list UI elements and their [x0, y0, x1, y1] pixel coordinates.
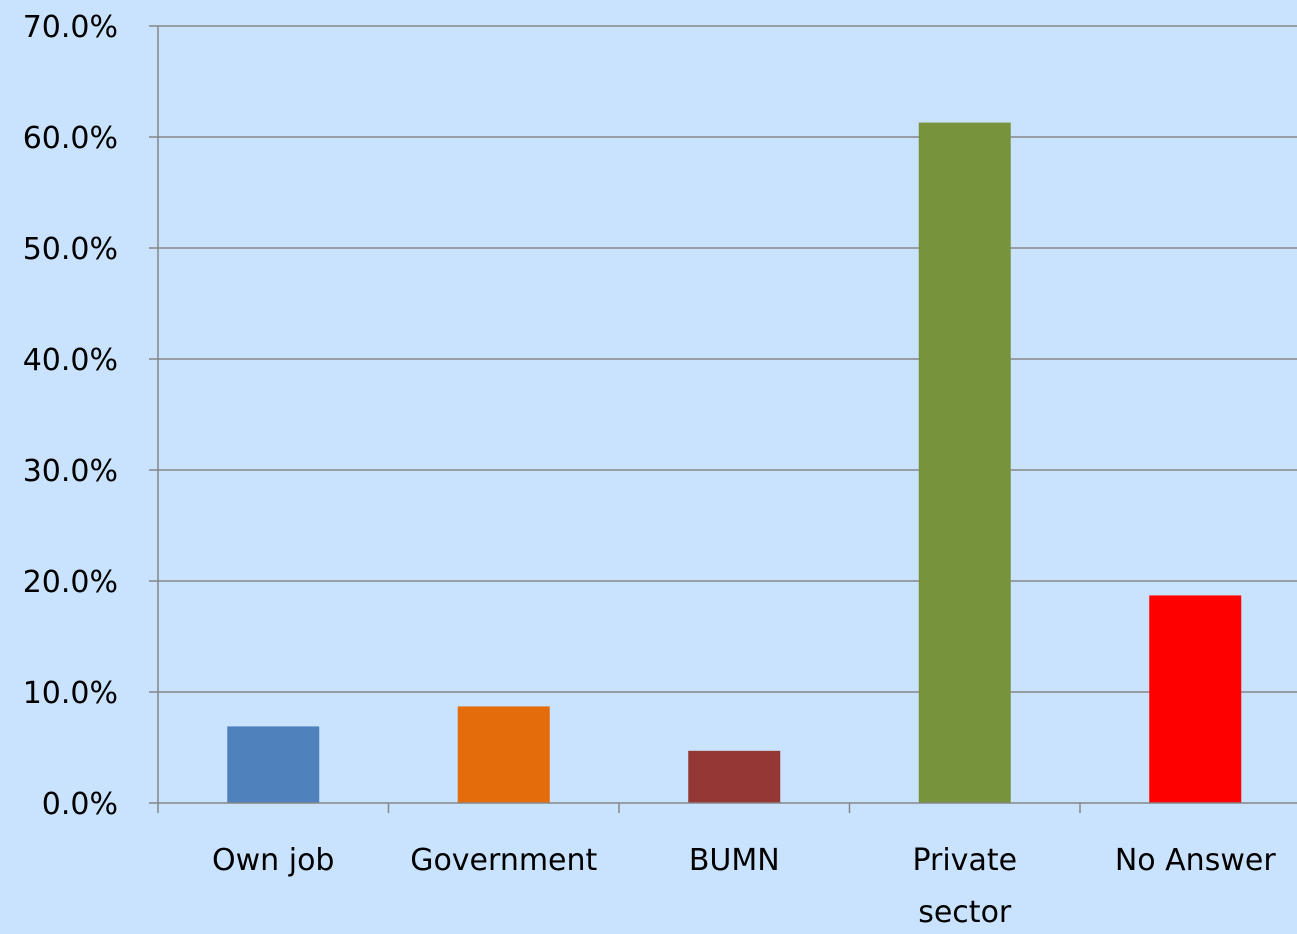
y-tick-label: 10.0% [23, 676, 118, 711]
bar [918, 122, 1011, 803]
y-tick-labels: 0.0% 10.0% 20.0% 30.0% 40.0% 50.0% 60.0% 70.0% [23, 10, 118, 822]
bar [457, 706, 550, 803]
bars [227, 122, 1242, 803]
y-tick-label: 20.0% [23, 565, 118, 600]
y-tick-label: 40.0% [23, 343, 118, 378]
axes [149, 25, 1297, 813]
x-tick-label: BUMN [689, 843, 780, 878]
y-tick-label: 60.0% [23, 121, 118, 156]
y-tick-label: 30.0% [23, 454, 118, 489]
bar [688, 750, 781, 803]
y-tick-label: 0.0% [42, 787, 118, 822]
x-tick-label: Government [410, 843, 597, 878]
bar [227, 726, 320, 803]
x-tick-label: sector [918, 895, 1012, 929]
y-tick-label: 50.0% [23, 232, 118, 267]
y-tick-label: 70.0% [23, 10, 118, 45]
x-tick-label: Private [912, 843, 1017, 878]
bar [1149, 595, 1242, 803]
x-tick-labels: Own job Government BUMN Private sector No Ans… [212, 843, 1276, 930]
x-tick-label: No Answer [1115, 843, 1276, 878]
x-tick-label: Own job [212, 843, 334, 878]
gridlines [158, 25, 1297, 693]
